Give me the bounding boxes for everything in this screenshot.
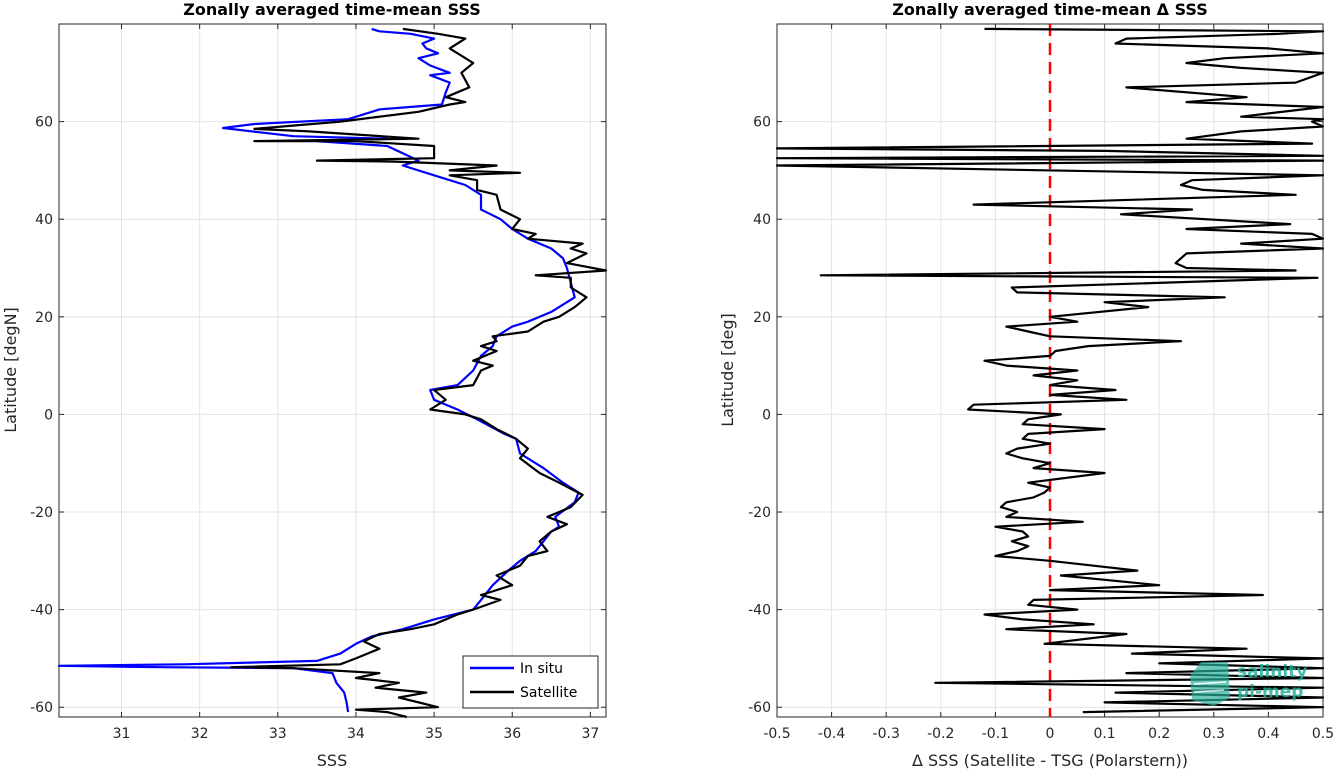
right-series [775,27,1325,714]
legend-box [462,655,599,709]
series-line-delta-sss [775,27,1325,714]
x-tick-label: 0.2 [1148,726,1170,742]
x-tick-label: 0.3 [1203,726,1225,742]
x-tick-label: 36 [503,726,521,742]
y-tick-label: -60 [30,700,53,716]
left-x-axis-label: SSS [317,751,347,769]
y-tick-label: 0 [44,407,53,423]
left-y-axis-label: Latitude [degN] [1,307,20,433]
right-panel-title: Zonally averaged time-mean Δ SSS [892,0,1208,19]
right-ticks: -0.5 -0.4 -0.3 -0.2 -0.1 0 0.1 0.2 0.3 0.4 0.5 -60 -… [748,24,1334,742]
y-tick-label: -40 [30,603,53,619]
y-tick-label: 40 [753,212,771,228]
x-tick-label: 0.4 [1257,726,1279,742]
x-tick-label: 31 [113,726,131,742]
y-tick-label: 60 [35,115,53,131]
right-x-axis-label: Δ SSS (Satellite - TSG (Polarstern)) [912,751,1188,769]
y-tick-label: 40 [35,212,53,228]
left-panel: 31 32 33 34 35 36 37 -60 -40 -20 0 20 40 60 Zonally a… [1,0,608,769]
x-tick-label: -0.2 [927,726,954,742]
y-tick-label: -20 [30,505,53,521]
x-tick-label: 33 [269,726,287,742]
logo-mark-icon [1190,662,1230,706]
logo-text-salinity: salinity [1237,662,1307,682]
y-tick-label: -60 [748,700,771,716]
x-tick-label: -0.5 [763,726,790,742]
y-tick-label: -20 [748,505,771,521]
x-tick-label: 0.1 [1093,726,1115,742]
y-tick-label: 20 [753,310,771,326]
logo-text-pi-mep: pi-mep [1237,682,1303,702]
left-grid [59,24,606,717]
left-panel-title: Zonally averaged time-mean SSS [183,0,481,19]
x-tick-label: -0.4 [818,726,845,742]
x-tick-label: 0 [1046,726,1055,742]
y-tick-label: 0 [762,407,771,423]
y-tick-label: -40 [748,603,771,619]
x-tick-label: 37 [581,726,599,742]
y-tick-label: 20 [35,310,53,326]
x-tick-label: 35 [425,726,443,742]
right-y-axis-label: Latitude [deg] [718,313,737,427]
y-tick-label: 60 [753,115,771,131]
left-axes-box [58,23,607,718]
left-series [57,27,608,719]
left-ticks: 31 32 33 34 35 36 37 -60 -40 -20 0 20 40 60 [30,24,606,742]
x-tick-label: 32 [191,726,209,742]
x-tick-label: 34 [347,726,365,742]
x-tick-label: -0.3 [873,726,900,742]
series-line-satellite [229,27,608,719]
logo-mark-lines-icon [1193,681,1227,693]
x-tick-label: 0.5 [1312,726,1334,742]
salinity-pi-mep-logo: salinity pi-mep [1190,662,1307,706]
legend-label-satellite: Satellite [520,685,577,701]
legend: In situ Satellite [462,655,599,709]
x-tick-label: -0.1 [982,726,1009,742]
right-panel: -0.5 -0.4 -0.3 -0.2 -0.1 0 0.1 0.2 0.3 0.4 0.5 -60 -… [718,0,1334,769]
legend-label-in-situ: In situ [520,661,563,677]
